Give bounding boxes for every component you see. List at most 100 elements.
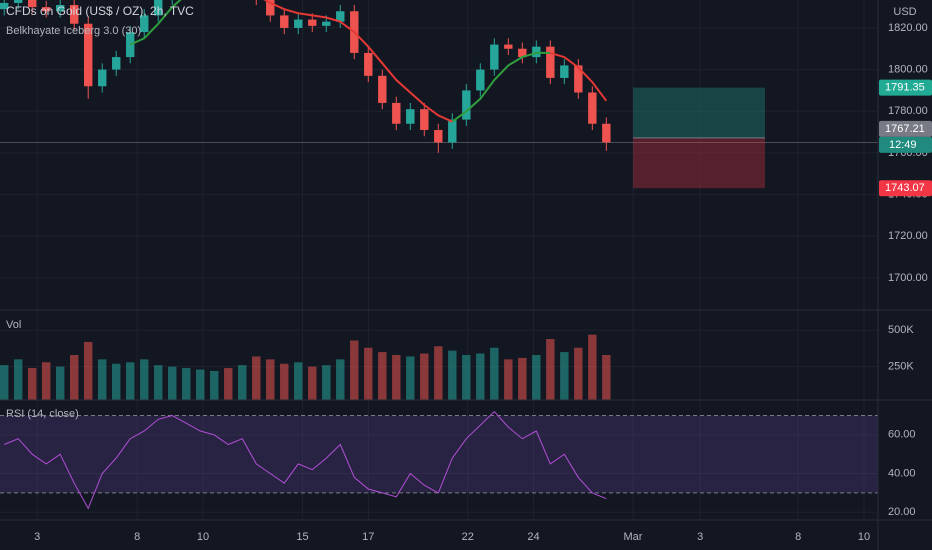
- volume-bar: [462, 355, 471, 400]
- volume-bar: [28, 368, 37, 400]
- volume-bar: [378, 352, 387, 400]
- axes: 381015172224Mar38101700.001720.001740.00…: [34, 22, 932, 543]
- volume-bar: [210, 370, 219, 400]
- volume-bar: [56, 366, 65, 400]
- y-tick-label: 1800.00: [888, 63, 928, 75]
- candle-body: [42, 7, 51, 12]
- candle-body: [504, 44, 513, 49]
- candle-body: [490, 44, 499, 70]
- candle-body: [476, 69, 485, 91]
- volume-bar: [602, 355, 611, 400]
- candle-body: [84, 23, 93, 87]
- candle-body: [602, 123, 611, 143]
- volume-bar: [84, 341, 93, 400]
- volume-bar: [112, 363, 121, 400]
- rsi-pane: [0, 410, 878, 510]
- volume-bar: [350, 340, 359, 400]
- x-tick-label: 10: [858, 531, 870, 543]
- volume-bar: [518, 357, 527, 400]
- chart-title: CFDs on Gold (US$ / OZ), 2h, TVC: [6, 4, 194, 18]
- price-tag: [879, 180, 932, 197]
- volume-bar: [490, 347, 499, 400]
- volume-bar: [546, 339, 555, 400]
- y-tick-label: 1720.00: [888, 230, 928, 242]
- volume-bar: [322, 365, 331, 400]
- price-tag-label: 1743.07: [885, 182, 925, 194]
- x-tick-label: 24: [527, 531, 539, 543]
- volume-bar: [476, 353, 485, 400]
- volume-bar: [140, 359, 149, 400]
- candle-body: [70, 5, 79, 24]
- candle-body: [280, 15, 289, 28]
- candle-body: [434, 130, 443, 143]
- price-tag: [879, 120, 932, 137]
- price-pane: [0, 0, 765, 189]
- indicator-title: Belkhayate Iceberg 3.0 (30): [6, 25, 141, 37]
- x-tick-label: 3: [34, 531, 40, 543]
- candle-body: [308, 19, 317, 26]
- y-tick-label: 1780.00: [888, 105, 928, 117]
- y-tick-label: 250K: [888, 361, 914, 373]
- x-tick-label: 8: [134, 531, 140, 543]
- volume-bar: [588, 334, 597, 400]
- indicator-line: [263, 0, 608, 123]
- candle-body: [0, 2, 9, 10]
- y-tick-label: 60.00: [888, 429, 916, 441]
- candle-body: [546, 46, 555, 78]
- rsi-title: RSI (14, close): [6, 408, 79, 420]
- volume-bar: [154, 365, 163, 400]
- candle-body: [588, 92, 597, 124]
- volume-bar: [168, 366, 177, 400]
- candle-body: [448, 119, 457, 143]
- countdown-label: 12:49: [889, 139, 917, 151]
- volume-bar: [252, 356, 261, 400]
- candle-body: [420, 109, 429, 130]
- volume-bar: [574, 347, 583, 400]
- volume-bar: [126, 362, 135, 400]
- volume-bar: [308, 366, 317, 400]
- y-tick-label: 1700.00: [888, 272, 928, 284]
- candle-body: [322, 21, 331, 26]
- volume-bar: [0, 365, 9, 400]
- candle-body: [56, 5, 65, 12]
- candle-body: [378, 75, 387, 103]
- grid: [0, 0, 878, 520]
- volume-bar: [560, 352, 569, 400]
- countdown-tag: [879, 136, 932, 153]
- y-tick-label: 500K: [888, 324, 914, 336]
- candle-body: [336, 11, 345, 22]
- candle-body: [364, 52, 373, 76]
- x-tick-label: 8: [795, 531, 801, 543]
- volume-bar: [14, 359, 23, 400]
- candle-body: [518, 48, 527, 58]
- rsi-band: [0, 415, 878, 493]
- volume-bar: [42, 362, 51, 400]
- candle-body: [294, 19, 303, 28]
- x-tick-label: Mar: [623, 531, 642, 543]
- candle-body: [392, 102, 401, 124]
- profit-zone: [633, 87, 765, 138]
- y-tick-label: 40.00: [888, 467, 916, 479]
- volume-bar: [266, 359, 275, 400]
- volume-bar: [364, 347, 373, 400]
- x-tick-label: 3: [697, 531, 703, 543]
- loss-zone: [633, 137, 765, 189]
- volume-bar: [70, 355, 79, 400]
- price-tag: [879, 79, 932, 96]
- candle-body: [98, 69, 107, 87]
- candle-body: [140, 15, 149, 33]
- price-tag-label: 1791.35: [885, 82, 925, 94]
- candle-body: [532, 46, 541, 58]
- candle-body: [112, 57, 121, 70]
- price-tag-label: 1767.21: [885, 123, 925, 135]
- candle-body: [154, 0, 163, 16]
- volume-bar: [280, 363, 289, 400]
- volume-bar: [224, 368, 233, 400]
- currency-label: USD: [893, 6, 916, 18]
- candle-body: [574, 65, 583, 93]
- volume-title: Vol: [6, 319, 21, 331]
- volume-bar: [504, 359, 513, 400]
- y-tick-label: 20.00: [888, 506, 916, 518]
- candle-body: [406, 109, 415, 124]
